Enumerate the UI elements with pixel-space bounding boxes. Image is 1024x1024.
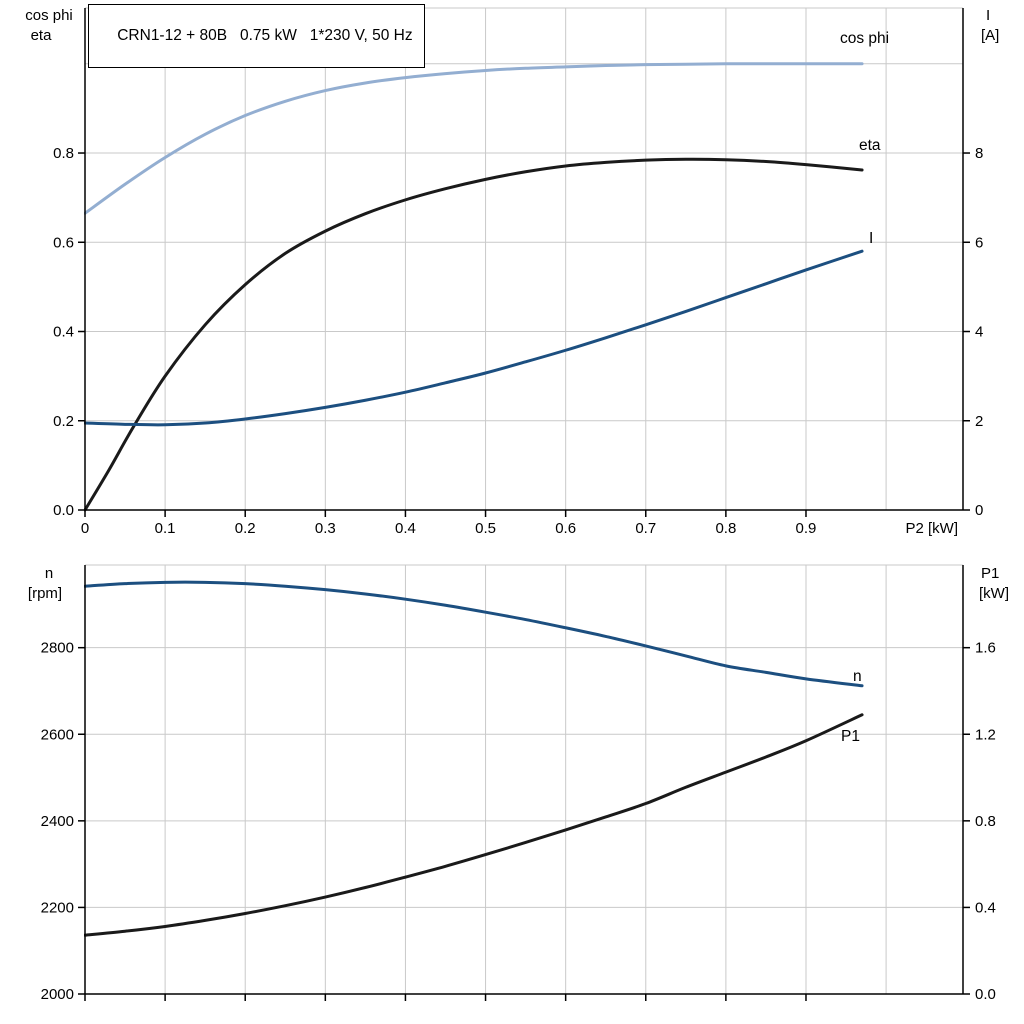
right-tick-label: 6 bbox=[975, 234, 983, 251]
chart-1: 2000 2200 2400 2600 2800 0.0 0.4 0.8 1.2 1.6 n [rpm… bbox=[28, 564, 1009, 1003]
right-tick-label: 4 bbox=[975, 324, 983, 341]
left-tick-label: 0.4 bbox=[53, 324, 74, 341]
right-axis-title-line1: P1 bbox=[981, 565, 999, 582]
curve-label-p1: P1 bbox=[841, 728, 860, 745]
x-axis-title: P2 [kW] bbox=[905, 520, 958, 537]
right-tick-label: 0.0 bbox=[975, 986, 996, 1003]
right-tick-label: 1.6 bbox=[975, 640, 996, 657]
x-tick-label: 0 bbox=[81, 520, 89, 537]
curve-label-i: I bbox=[869, 230, 873, 247]
right-tick-label: 2 bbox=[975, 413, 983, 430]
right-tick-label: 0 bbox=[975, 502, 983, 519]
x-tick-label: 0.9 bbox=[796, 520, 817, 537]
right-axis-title-line2: [A] bbox=[981, 27, 999, 44]
left-tick-label: 2400 bbox=[41, 813, 74, 830]
left-axis-title-line2: [rpm] bbox=[28, 585, 62, 602]
left-tick-label: 0.0 bbox=[53, 502, 74, 519]
right-axis-title-line1: I bbox=[986, 7, 990, 24]
left-tick-label: 0.6 bbox=[53, 234, 74, 251]
curve-i bbox=[84, 249, 864, 427]
curve-label-eta: eta bbox=[859, 137, 881, 154]
right-tick-label: 8 bbox=[975, 145, 983, 162]
curve-cos-phi bbox=[84, 62, 864, 215]
left-tick-label: 0.8 bbox=[53, 145, 74, 162]
left-tick-label: 0.2 bbox=[53, 413, 74, 430]
right-axis-title-line2: [kW] bbox=[979, 585, 1009, 602]
curve-label-n: n bbox=[853, 668, 862, 685]
chart-title-box: CRN1-12 + 80B 0.75 kW 1*230 V, 50 Hz bbox=[88, 4, 425, 68]
x-tick-label: 0.4 bbox=[395, 520, 416, 537]
curve-eta bbox=[84, 157, 864, 512]
left-tick-label: 2600 bbox=[41, 726, 74, 743]
left-tick-label: 2000 bbox=[41, 986, 74, 1003]
left-tick-label: 2200 bbox=[41, 899, 74, 916]
left-tick-label: 2800 bbox=[41, 640, 74, 657]
x-tick-label: 0.6 bbox=[555, 520, 576, 537]
curve-label-cos-phi: cos phi bbox=[840, 30, 889, 47]
x-tick-label: 0.8 bbox=[715, 520, 736, 537]
right-tick-label: 0.8 bbox=[975, 813, 996, 830]
curve-n bbox=[84, 580, 864, 688]
left-axis-title-line2: eta bbox=[31, 27, 53, 44]
right-tick-label: 1.2 bbox=[975, 726, 996, 743]
x-tick-label: 0.3 bbox=[315, 520, 336, 537]
right-tick-label: 0.4 bbox=[975, 899, 996, 916]
left-axis-title-line1: cos phi bbox=[25, 7, 73, 24]
x-tick-label: 0.5 bbox=[475, 520, 496, 537]
x-tick-label: 0.7 bbox=[635, 520, 656, 537]
left-axis-title-line1: n bbox=[45, 565, 53, 582]
chart-title: CRN1-12 + 80B 0.75 kW 1*230 V, 50 Hz bbox=[117, 27, 413, 44]
curve-p1 bbox=[84, 713, 864, 937]
x-tick-label: 0.1 bbox=[155, 520, 176, 537]
x-tick-label: 0.2 bbox=[235, 520, 256, 537]
chart-0: 0.0 0.2 0.4 0.6 0.8 0 2 4 6 8 0 0.1 0.2 0.3 0.4 0.5 0.6 0… bbox=[25, 7, 999, 537]
